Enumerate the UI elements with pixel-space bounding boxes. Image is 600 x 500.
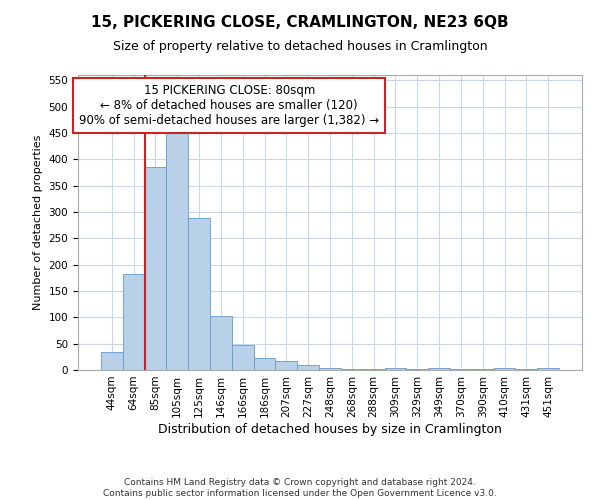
- Bar: [494, 368, 515, 370]
- Text: Size of property relative to detached houses in Cramlington: Size of property relative to detached ho…: [113, 40, 487, 53]
- Bar: [188, 218, 210, 370]
- Bar: [537, 368, 559, 370]
- Bar: [232, 344, 254, 370]
- Bar: [275, 361, 297, 370]
- Text: Contains HM Land Registry data © Crown copyright and database right 2024.
Contai: Contains HM Land Registry data © Crown c…: [103, 478, 497, 498]
- Bar: [145, 167, 166, 370]
- Bar: [210, 316, 232, 370]
- Y-axis label: Number of detached properties: Number of detached properties: [33, 135, 43, 310]
- Bar: [385, 368, 406, 370]
- Bar: [101, 352, 123, 370]
- Bar: [166, 130, 188, 370]
- Bar: [254, 358, 275, 370]
- Text: 15 PICKERING CLOSE: 80sqm
← 8% of detached houses are smaller (120)
90% of semi-: 15 PICKERING CLOSE: 80sqm ← 8% of detach…: [79, 84, 379, 127]
- X-axis label: Distribution of detached houses by size in Cramlington: Distribution of detached houses by size …: [158, 422, 502, 436]
- Bar: [123, 274, 145, 370]
- Bar: [319, 368, 341, 370]
- Bar: [297, 366, 319, 370]
- Text: 15, PICKERING CLOSE, CRAMLINGTON, NE23 6QB: 15, PICKERING CLOSE, CRAMLINGTON, NE23 6…: [91, 15, 509, 30]
- Bar: [428, 368, 450, 370]
